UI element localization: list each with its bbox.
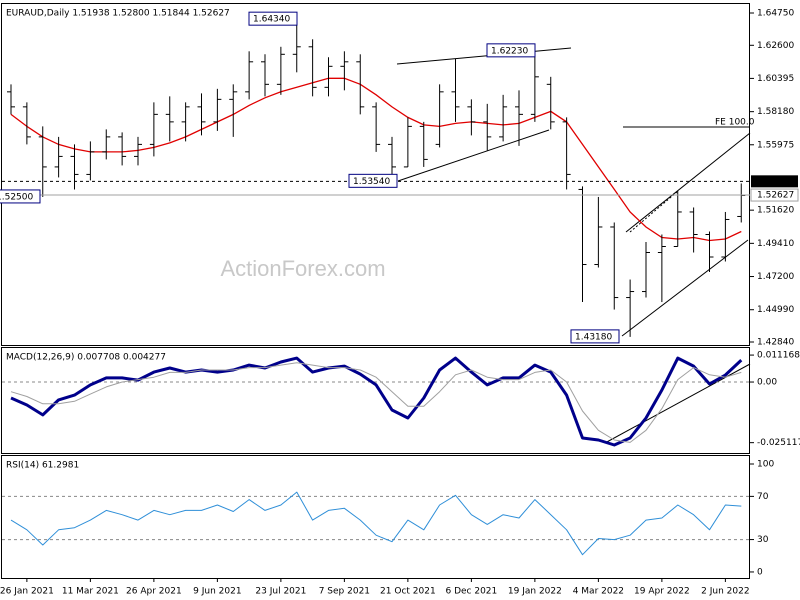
dashed-level-box	[751, 175, 798, 188]
rsi-panel-frame	[1, 455, 750, 579]
panel-title: MACD(12,26,9) 0.007708 0.004277	[6, 353, 166, 363]
y-tick-label: 0	[757, 567, 763, 577]
panel-title: EURAUD,Daily 1.51938 1.52800 1.51844 1.5…	[6, 9, 230, 19]
trendline	[625, 132, 751, 233]
y-tick-label: -0.025117	[757, 438, 800, 448]
indicator-line	[10, 362, 742, 443]
y-tick-label: 1.62600	[757, 41, 794, 51]
annotation-label: 1.53540	[353, 177, 390, 187]
y-tick-label: 1.49410	[757, 239, 794, 249]
trendline	[621, 239, 749, 337]
annotation-box	[348, 173, 398, 188]
y-tick-label: 1.64750	[757, 9, 794, 19]
y-tick-label: 30	[757, 535, 769, 545]
x-tick-label: 11 Mar 2021	[62, 587, 119, 597]
price-panel-frame	[1, 3, 750, 346]
x-tick-label: 7 Sep 2021	[319, 587, 370, 597]
annotation-label: 1.62230	[491, 46, 528, 56]
y-tick-label: 1.60395	[757, 74, 794, 84]
x-tick-label: 9 Jun 2021	[193, 587, 241, 597]
fe-label: FE 100.0	[715, 118, 755, 128]
y-tick-label: 1.51620	[757, 206, 794, 216]
indicator-line	[10, 491, 742, 556]
x-tick-label: 19 Jan 2022	[508, 587, 562, 597]
annotation-box	[248, 11, 298, 26]
x-tick-label: 2 Jun 2022	[701, 587, 749, 597]
moving-average	[10, 77, 742, 242]
y-tick-label: 100	[757, 459, 774, 469]
indicator-line	[10, 356, 743, 447]
annotation-label: 1.52500	[0, 192, 33, 202]
macd-panel-frame	[1, 347, 750, 454]
watermark: ActionForex.com	[220, 256, 385, 281]
trendline	[397, 129, 550, 182]
last-price-label: 1.52627	[757, 191, 794, 201]
dashed-level-label: 1.53540	[757, 177, 794, 187]
annotation-label: 1.64340	[253, 15, 290, 25]
y-tick-label: 1.47200	[757, 272, 794, 282]
annotation-box	[0, 189, 41, 204]
x-tick-label: 26 Jan 2021	[0, 587, 54, 597]
y-tick-label: 0.011168	[757, 351, 800, 361]
y-tick-label: 1.42840	[757, 337, 794, 347]
y-tick-label: 1.55975	[757, 140, 794, 150]
x-tick-label: 23 Jul 2021	[255, 587, 306, 597]
trendline	[396, 47, 572, 65]
y-tick-label: 70	[757, 492, 769, 502]
y-tick-label: 0.00	[757, 378, 777, 388]
y-tick-label: 1.44990	[757, 305, 794, 315]
y-tick-label: 1.58180	[757, 107, 794, 117]
x-tick-label: 26 Apr 2021	[126, 587, 182, 597]
panel-title: RSI(14) 61.2981	[6, 461, 79, 471]
last-price-box	[750, 188, 799, 202]
annotation-label: 1.43180	[575, 332, 612, 342]
x-tick-label: 21 Oct 2021	[380, 587, 436, 597]
x-tick-label: 6 Dec 2021	[445, 587, 497, 597]
x-tick-label: 4 Mar 2022	[573, 587, 624, 597]
annotation-box	[486, 43, 536, 58]
annotation-box	[570, 329, 620, 344]
x-tick-label: 19 Apr 2022	[634, 587, 690, 597]
